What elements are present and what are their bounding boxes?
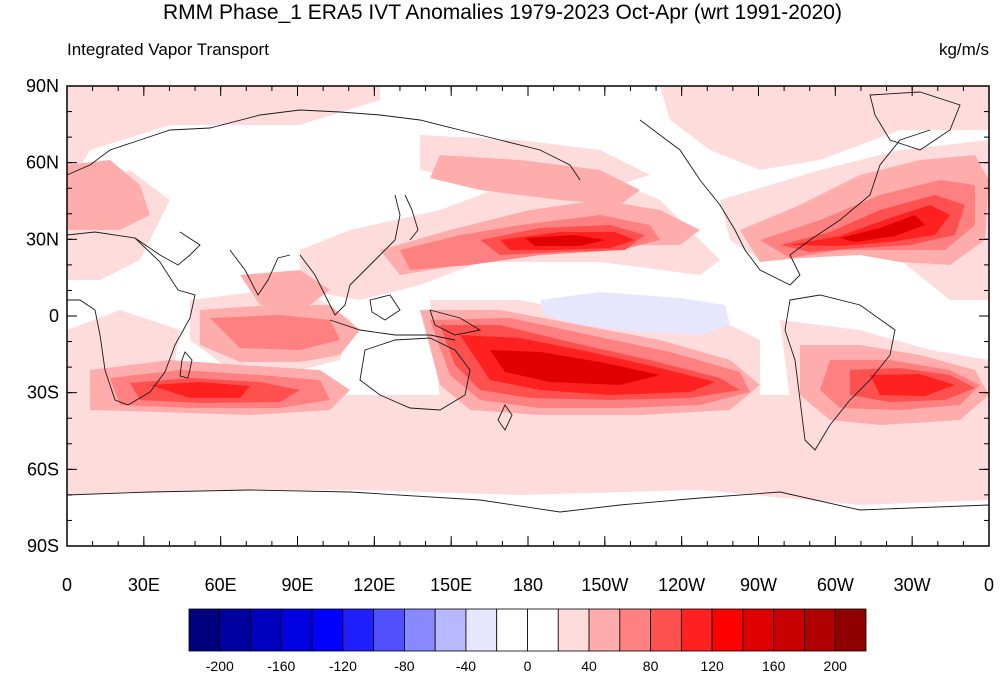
colorbar-swatch <box>711 608 744 652</box>
colorbar-swatch <box>588 608 621 652</box>
colorbar-swatch <box>773 608 805 652</box>
colorbar-swatch <box>557 608 590 652</box>
longitude-tick-labels: 0 30E 60E 90E 120E 150E 180 150W 120W 90W 60W 30W 0 <box>62 575 994 595</box>
lon-label: 0 <box>984 575 994 595</box>
lat-label: 90S <box>27 536 59 556</box>
colorbar-label: -200 <box>206 658 234 674</box>
variable-label: Integrated Vapor Transport <box>67 40 269 59</box>
chart-title: RMM Phase_1 ERA5 IVT Anomalies 1979-2023… <box>163 1 842 24</box>
colorbar-label: 120 <box>700 658 724 674</box>
colorbar-label: 40 <box>581 658 597 674</box>
colorbar-swatch <box>742 608 775 652</box>
colorbar-label: 0 <box>524 658 532 674</box>
colorbar-label: -40 <box>456 658 476 674</box>
colorbar-swatch <box>250 608 282 652</box>
lat-label: 0 <box>49 306 59 326</box>
lon-label: 120W <box>658 575 705 595</box>
greenland-coastline <box>869 91 961 151</box>
colorbar-swatch <box>527 608 559 652</box>
colorbar-swatch <box>280 608 313 652</box>
lon-label: 90E <box>281 575 313 595</box>
southeast-asia-coastline <box>299 194 401 316</box>
borneo-coastline <box>369 294 401 321</box>
australia-coastline <box>359 337 471 411</box>
colorbar-swatch <box>496 608 528 652</box>
latitude-tick-labels: 90N 60N 30N 0 30S 60S 90S <box>26 76 59 556</box>
lat-label: 30S <box>27 383 59 403</box>
colorbar-swatch <box>342 608 375 652</box>
colorbar-swatch <box>188 608 221 652</box>
colorbar-label: 160 <box>762 658 786 674</box>
south-america-coastline <box>784 294 896 451</box>
colorbar-swatch <box>680 608 713 652</box>
japan-coastline <box>404 194 419 241</box>
colorbar-swatch <box>311 608 344 652</box>
north-america-coastline <box>639 119 931 286</box>
colorbar-swatch <box>434 608 467 652</box>
colorbar-swatch <box>404 608 436 652</box>
lat-label: 60N <box>26 153 59 173</box>
new-zealand-coastline <box>497 404 513 431</box>
indonesia-coastline <box>329 319 456 341</box>
colorbar-swatch <box>650 608 682 652</box>
colorbar-swatch <box>373 608 405 652</box>
coastlines <box>67 91 989 513</box>
lon-label: 90W <box>740 575 777 595</box>
lon-label: 30E <box>128 575 160 595</box>
intense-positive-regions <box>150 205 955 398</box>
colorbar <box>188 608 867 652</box>
colorbar-swatch <box>219 608 251 652</box>
colorbar-swatch <box>834 608 867 652</box>
colorbar-label: 200 <box>824 658 848 674</box>
lon-label: 60E <box>205 575 237 595</box>
anomaly-field <box>67 86 989 546</box>
lat-label: 60S <box>27 459 59 479</box>
lat-label: 30N <box>26 229 59 249</box>
lon-label: 150W <box>581 575 628 595</box>
colorbar-label: -160 <box>267 658 295 674</box>
colorbar-swatch <box>619 608 651 652</box>
lon-label: 30W <box>894 575 931 595</box>
madagascar-coastline <box>179 351 193 379</box>
lon-label: 120E <box>353 575 395 595</box>
eurasia-coastline <box>67 109 581 181</box>
lon-label: 180 <box>513 575 543 595</box>
colorbar-swatch <box>804 608 836 652</box>
africa-coastline <box>67 231 196 406</box>
india-coastline <box>229 249 291 296</box>
weak-negative-region <box>540 292 730 335</box>
lon-label: 0 <box>62 575 72 595</box>
antarctica-coastline <box>67 489 989 513</box>
units-label: kg/m/s <box>938 40 989 59</box>
colorbar-label: 80 <box>643 658 659 674</box>
peak-positive-regions <box>490 215 925 385</box>
new-guinea-coastline <box>429 309 482 336</box>
lat-label: 90N <box>26 76 59 96</box>
colorbar-label: -80 <box>394 658 414 674</box>
colorbar-label: -120 <box>329 658 357 674</box>
colorbar-tick-labels: -200 -160 -120 -80 -40 0 40 80 120 160 200 <box>206 658 847 674</box>
lon-label: 150E <box>430 575 472 595</box>
axis-ticks <box>66 85 990 547</box>
lon-label: 60W <box>817 575 854 595</box>
colorbar-swatch <box>465 608 498 652</box>
arabia-coastline <box>134 231 201 266</box>
